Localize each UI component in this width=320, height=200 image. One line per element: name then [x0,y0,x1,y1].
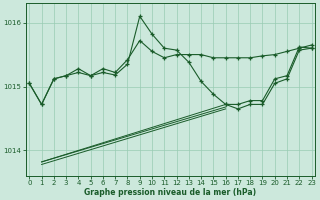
X-axis label: Graphe pression niveau de la mer (hPa): Graphe pression niveau de la mer (hPa) [84,188,257,197]
